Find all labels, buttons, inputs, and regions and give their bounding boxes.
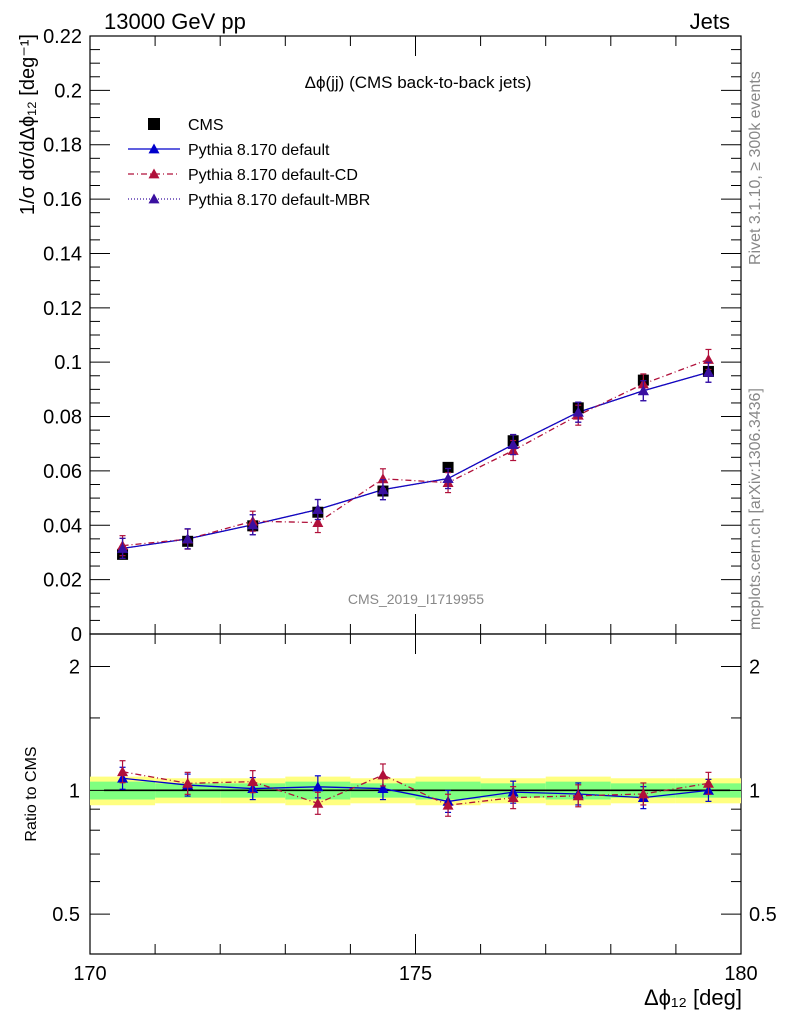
rivet-label: Rivet 3.1.10, ≥ 300k events <box>747 71 764 265</box>
y-tick-label: 0.12 <box>43 298 82 320</box>
ratio-point-cd <box>637 788 649 799</box>
legend-marker-default <box>148 143 160 154</box>
legend: CMS Pythia 8.170 default Pythia 8.170 defa… <box>128 117 370 209</box>
y-tick-label: 0.04 <box>43 515 82 537</box>
y-tick-label: 0.18 <box>43 135 82 157</box>
mc-point-mbr <box>182 533 194 544</box>
mc-point-mbr <box>377 484 389 495</box>
ratio-point-cd <box>572 790 584 801</box>
y-tick-label: 0.22 <box>43 26 82 48</box>
ratio-tick-label-left: 2 <box>69 657 80 679</box>
y-tick-label: 0.02 <box>43 570 82 592</box>
y-tick-label: 0.08 <box>43 407 82 429</box>
legend-label-cd: Pythia 8.170 default-CD <box>188 167 358 184</box>
ratio-tick-label-right: 2 <box>749 657 760 679</box>
main-series <box>117 348 714 560</box>
x-tick-label: 170 <box>73 963 106 985</box>
watermark: CMS_2019_I1719955 <box>348 591 484 607</box>
ratio-point-cd <box>312 797 324 808</box>
legend-marker-cd <box>148 168 160 179</box>
series-line-cd <box>122 358 709 547</box>
x-tick-label: 175 <box>399 963 432 985</box>
ratio-line-default <box>122 777 709 803</box>
x-axis-label: Δϕ₁₂ [deg] <box>644 985 742 1010</box>
y-tick-label: 0.14 <box>43 243 82 265</box>
y-tick-label: 0.16 <box>43 189 82 211</box>
x-tick-label: 180 <box>724 963 757 985</box>
mc-point-cd <box>312 517 324 527</box>
main-title: Δϕ(jj) (CMS back-to-back jets) <box>305 73 532 92</box>
mc-point-cd <box>702 353 714 364</box>
y-tick-label: 0 <box>71 624 82 646</box>
header-right: Jets <box>690 9 730 34</box>
legend-label-default: Pythia 8.170 default <box>188 142 330 159</box>
mc-point-mbr <box>247 519 259 530</box>
legend-marker-cms <box>148 118 160 130</box>
main-panel: Δϕ(jj) (CMS back-to-back jets) CMS_2019_… <box>17 26 742 646</box>
ratio-tick-label-left: 0.5 <box>52 904 80 926</box>
legend-label-mbr: Pythia 8.170 default-MBR <box>188 192 370 209</box>
mc-point-mbr <box>572 406 584 417</box>
main-axes: 0 0.02 0.04 0.06 0.08 0.1 0.12 0.14 0.16 0.18 0.2 0… <box>43 26 742 646</box>
ratio-axes: 0.5 0.5 1 1 2 2 170 175 180 <box>52 634 777 985</box>
legend-marker-mbr <box>148 193 160 204</box>
y-tick-label: 0.2 <box>54 80 82 102</box>
ratio-point-cd <box>442 799 454 810</box>
mc-point-mbr <box>312 504 324 514</box>
mc-point-cd <box>377 473 389 484</box>
ratio-series <box>117 760 714 817</box>
mcplots-label: mcplots.cern.ch [arXiv:1306.3436] <box>747 388 764 630</box>
mc-point-mbr <box>442 473 454 483</box>
mc-point-mbr <box>637 385 649 396</box>
ratio-ylabel: Ratio to CMS <box>23 746 40 841</box>
ratio-point-cd <box>247 776 259 787</box>
ratio-panel: Ratio to CMS 0.5 0.5 1 1 2 2 170 175 180 Δϕ₁₂ [d… <box>23 633 777 1010</box>
ratio-point-default <box>312 781 324 792</box>
mc-point-mbr <box>702 366 714 377</box>
ratio-point-cd <box>182 777 194 788</box>
ratio-tick-label-left: 1 <box>69 780 80 802</box>
mc-point-mbr <box>117 542 129 553</box>
series-line-default <box>122 371 709 550</box>
mc-point-mbr <box>507 439 519 449</box>
ratio-point-cd <box>377 769 389 780</box>
legend-label-cms: CMS <box>188 117 224 134</box>
main-ylabel: 1/σ dσ/dΔϕ₁₂ [deg⁻¹] <box>17 34 39 215</box>
y-tick-label: 0.1 <box>54 352 82 374</box>
ratio-point-cd <box>702 777 714 788</box>
y-tick-label: 0.06 <box>43 461 82 483</box>
cms-point <box>442 461 454 473</box>
ratio-tick-label-right: 0.5 <box>749 904 777 926</box>
ratio-point-cd <box>507 792 519 803</box>
ratio-point-default <box>377 783 389 793</box>
ratio-tick-label-right: 1 <box>749 780 760 802</box>
series-line-mbr <box>122 371 709 550</box>
ratio-point-cd <box>117 766 129 777</box>
header-left: 13000 GeV pp <box>104 9 246 34</box>
